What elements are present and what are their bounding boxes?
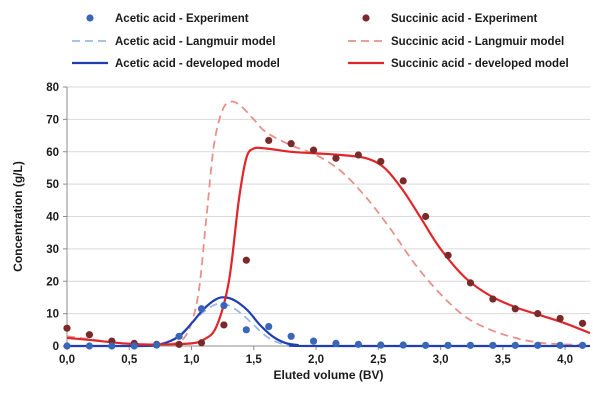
x-axis-label: Eluted volume (BV) <box>273 368 383 382</box>
series-line-3 <box>66 100 591 347</box>
data-point-0-14 <box>377 341 385 349</box>
data-point-1-0 <box>63 324 71 332</box>
data-point-0-20 <box>511 341 519 349</box>
x-tick-label: 0,0 <box>59 354 75 366</box>
data-point-0-15 <box>399 341 407 349</box>
data-point-1-21 <box>534 310 542 318</box>
legend-label-4: Acetic acid - developed model <box>115 58 280 70</box>
data-point-0-3 <box>130 342 138 350</box>
data-point-0-10 <box>287 332 295 340</box>
data-point-1-14 <box>377 157 385 166</box>
data-point-0-2 <box>108 342 116 350</box>
data-point-0-18 <box>466 341 475 349</box>
data-point-1-13 <box>354 151 362 159</box>
y-tick-label: 40 <box>46 212 59 224</box>
data-point-0-7 <box>220 301 228 310</box>
axes <box>63 86 590 350</box>
data-point-1-8 <box>242 256 250 264</box>
data-point-0-22 <box>556 341 564 349</box>
data-point-1-18 <box>466 279 475 287</box>
series-line-4 <box>67 296 590 348</box>
data-point-0-11 <box>309 337 318 345</box>
legend-label-5: Succinic acid - developed model <box>391 58 569 70</box>
y-tick-label: 30 <box>46 244 59 256</box>
data-point-1-17 <box>444 251 452 259</box>
y-tick-label: 50 <box>46 179 59 191</box>
x-tick-label: 3,0 <box>433 354 449 366</box>
x-tick-label: 3,5 <box>495 354 512 366</box>
data-point-1-23 <box>578 319 587 327</box>
data-point-1-5 <box>175 340 183 348</box>
data-point-0-12 <box>332 339 340 348</box>
data-points <box>63 136 587 350</box>
series-lines <box>66 100 591 348</box>
data-point-1-6 <box>197 339 206 347</box>
data-point-1-11 <box>309 146 318 154</box>
data-point-1-19 <box>489 295 497 303</box>
x-tick-label: 1,5 <box>246 354 263 366</box>
tick-labels: 0 10 20 30 40 50 60 70 80 0,0 0,5 1,0 1,5 2,0 2,5 3,0 3,… <box>46 82 573 366</box>
legend-label-0: Acetic acid - Experiment <box>115 13 249 25</box>
data-point-1-1 <box>85 331 94 339</box>
data-point-0-8 <box>242 326 250 334</box>
data-point-1-9 <box>265 136 273 145</box>
data-point-1-10 <box>287 140 295 148</box>
data-point-0-9 <box>265 322 273 331</box>
y-tick-label: 80 <box>46 82 59 94</box>
data-point-0-23 <box>578 341 587 349</box>
y-tick-label: 70 <box>46 114 59 126</box>
data-point-1-16 <box>422 212 430 221</box>
x-tick-label: 1,0 <box>184 354 200 366</box>
x-tick-label: 2,5 <box>370 354 387 366</box>
data-point-0-6 <box>197 305 206 313</box>
data-point-1-22 <box>556 314 564 323</box>
x-tick-label: 4,0 <box>557 354 573 366</box>
legend-label-2: Acetic acid - Langmuir model <box>115 36 275 48</box>
x-tick-label: 2,0 <box>308 354 324 366</box>
series-line-5 <box>66 146 591 346</box>
y-tick-label: 20 <box>46 276 59 288</box>
data-point-1-7 <box>220 321 228 329</box>
data-point-0-4 <box>153 341 161 349</box>
y-tick-label: 60 <box>46 147 59 159</box>
legend-marker-0 <box>86 14 94 22</box>
data-point-0-0 <box>63 342 71 350</box>
legend: Acetic acid - Experiment Succinic acid - … <box>72 13 569 70</box>
data-point-0-16 <box>422 341 430 349</box>
data-point-0-5 <box>175 332 183 340</box>
y-tick-label: 10 <box>46 309 59 321</box>
legend-marker-1 <box>362 14 370 22</box>
y-axis-label: Concentration (g/L) <box>11 161 25 272</box>
data-point-0-1 <box>85 342 94 350</box>
legend-label-1: Succinic acid - Experiment <box>391 13 538 25</box>
data-point-0-19 <box>489 341 497 349</box>
data-point-0-17 <box>444 341 452 349</box>
legend-label-3: Succinic acid - Langmuir model <box>391 36 564 48</box>
data-point-0-13 <box>354 340 362 348</box>
data-point-1-20 <box>511 305 519 313</box>
series-line-2 <box>67 302 590 347</box>
gridlines <box>67 86 590 315</box>
data-point-1-12 <box>332 154 340 162</box>
x-tick-label: 0,5 <box>121 354 138 366</box>
data-point-0-21 <box>534 341 542 349</box>
y-tick-label: 0 <box>53 341 59 353</box>
data-point-1-15 <box>399 177 407 185</box>
